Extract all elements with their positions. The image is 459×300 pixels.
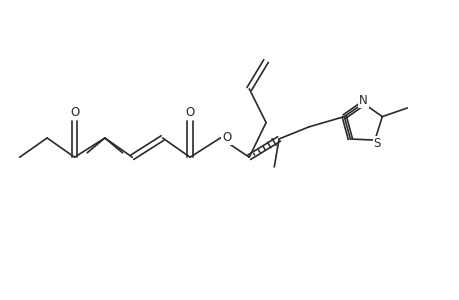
Text: N: N — [358, 94, 367, 107]
Text: O: O — [70, 106, 79, 119]
Text: O: O — [185, 106, 194, 119]
Text: O: O — [222, 131, 231, 145]
Text: S: S — [373, 137, 380, 150]
